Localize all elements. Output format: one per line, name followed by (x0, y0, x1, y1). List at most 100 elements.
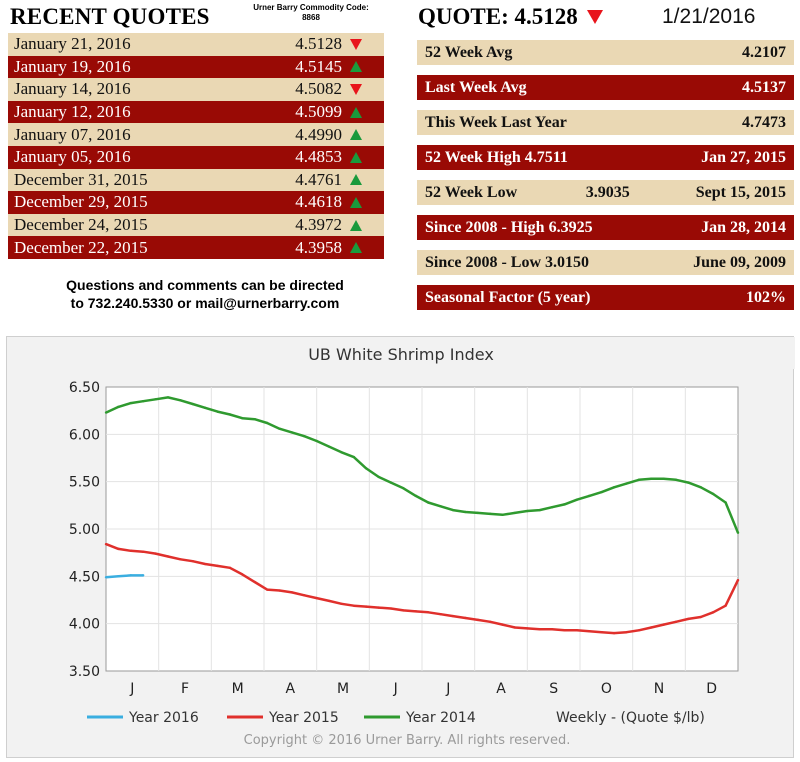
data-point (104, 576, 108, 579)
quote-value-cell: 4.5145 (295, 56, 342, 76)
legend-label: Year 2014 (405, 710, 476, 726)
data-point (203, 406, 207, 410)
current-quote-label: QUOTE: 4.5128 (418, 4, 578, 29)
legend-label: Year 2015 (268, 710, 339, 726)
data-point (278, 589, 281, 592)
stat-label: Since 2008 - High 6.3925 (425, 218, 593, 236)
data-point (724, 501, 727, 504)
quote-value-cell: 4.4618 (295, 192, 342, 212)
series-line (105, 574, 144, 579)
shrimp-index-chart: UB White Shrimp Index 6.50 6.00 5.50 5.00 4.5… (7, 337, 795, 748)
data-point (117, 547, 120, 551)
data-point (402, 609, 405, 612)
series-line (105, 542, 740, 635)
up-arrow-icon (350, 61, 362, 73)
quote-row: December 24, 2015 4.3972 (8, 213, 384, 237)
stat-value: Jan 27, 2015 (701, 148, 786, 166)
y-tick-label: 6.50 (69, 380, 100, 396)
quote-value-cell: 4.4853 (295, 147, 342, 167)
data-point (402, 487, 405, 490)
x-tick-label: M (232, 681, 244, 697)
stat-row: Seasonal Factor (5 year) 102% (417, 285, 794, 310)
data-point (414, 494, 418, 498)
x-tick-label: J (129, 681, 134, 697)
data-point (228, 413, 232, 416)
data-point (439, 613, 442, 616)
commodity-code-label: Urner Barry Commodity Code: (253, 3, 369, 12)
quote-value-cell: 4.3958 (295, 237, 342, 257)
data-point (451, 614, 455, 618)
quote-direction (346, 242, 366, 254)
y-tick-label: 6.00 (69, 427, 100, 443)
stat-label: This Week Last Year (425, 113, 567, 131)
data-point (117, 405, 120, 409)
down-arrow-icon (350, 38, 362, 50)
stat-label: 52 Week Low (425, 183, 518, 201)
data-point (662, 623, 665, 626)
quote-date-cell: January 21, 2016 (14, 34, 131, 54)
data-point (600, 630, 603, 634)
x-tick-label: F (181, 681, 189, 697)
recent-quotes-table: January 21, 2016 4.5128 January 19, 2016 4.… (8, 33, 384, 259)
data-point (538, 628, 541, 631)
data-point (228, 566, 232, 570)
data-point (476, 511, 479, 515)
data-point (513, 511, 517, 515)
quote-row: January 21, 2016 4.5128 (8, 33, 384, 56)
data-point (327, 599, 331, 603)
data-point (141, 574, 145, 577)
data-point (736, 531, 740, 534)
quote-direction (346, 129, 366, 141)
y-tick-label: 5.50 (69, 475, 100, 491)
data-point (712, 611, 715, 614)
quote-value-cell: 4.4761 (295, 169, 342, 189)
quote-date-cell: January 07, 2016 (14, 124, 131, 144)
contact-line-1: Questions and comments can be directed (66, 277, 344, 293)
data-point (241, 417, 244, 420)
quote-date-cell: January 19, 2016 (14, 56, 131, 76)
data-point (625, 630, 628, 634)
data-point (129, 549, 132, 552)
data-point (687, 481, 690, 484)
data-point (451, 508, 455, 512)
data-point (501, 513, 504, 516)
data-point (712, 492, 715, 496)
x-tick-label: J (393, 681, 398, 697)
data-point (526, 509, 529, 513)
data-point (637, 629, 641, 632)
data-point (550, 506, 554, 509)
data-point (179, 399, 182, 402)
data-point (550, 628, 554, 631)
up-arrow-icon (350, 129, 362, 141)
data-point (265, 588, 269, 591)
chart-panel: UB White Shrimp Index 6.50 6.00 5.50 5.00 4.5… (6, 336, 795, 758)
x-tick-label: A (496, 681, 506, 697)
data-point (637, 478, 641, 481)
data-point (674, 478, 678, 481)
data-point (241, 573, 244, 576)
data-point (575, 629, 579, 632)
stat-value: June 09, 2009 (693, 253, 786, 271)
quote-direction (346, 219, 366, 231)
stat-value: Jan 28, 2014 (701, 218, 786, 236)
up-arrow-icon (350, 174, 362, 186)
stat-value: 4.7473 (742, 113, 786, 131)
data-point (216, 410, 219, 413)
quote-direction (346, 196, 366, 208)
data-point (650, 477, 653, 481)
data-point (154, 398, 157, 401)
quote-value-cell: 4.5082 (295, 79, 342, 99)
data-point (488, 620, 492, 623)
data-point (687, 617, 690, 621)
data-point (315, 439, 318, 443)
down-arrow-icon (586, 10, 603, 24)
legend-label: Year 2016 (128, 710, 199, 726)
data-point (588, 630, 591, 633)
quote-row: December 22, 2015 4.3958 (8, 236, 384, 259)
copyright-note: Copyright © 2016 Urner Barry. All rights… (244, 733, 571, 748)
chart-title: UB White Shrimp Index (308, 345, 494, 364)
data-point (389, 481, 393, 484)
data-point (736, 578, 740, 582)
data-point (414, 610, 418, 613)
y-tick-label: 5.00 (69, 522, 100, 538)
